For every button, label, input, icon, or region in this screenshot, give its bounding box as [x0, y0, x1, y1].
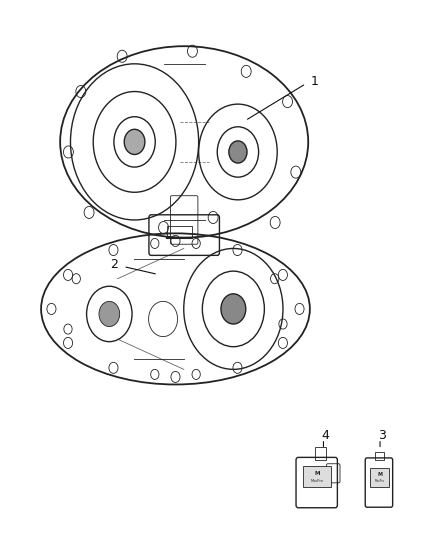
Circle shape — [99, 301, 120, 327]
Bar — [315, 447, 325, 460]
Circle shape — [221, 294, 246, 324]
Circle shape — [124, 130, 145, 155]
Bar — [375, 452, 384, 460]
Text: M: M — [314, 471, 320, 476]
Text: 2: 2 — [111, 259, 119, 271]
Text: MaxPro: MaxPro — [311, 479, 323, 483]
Circle shape — [229, 141, 247, 163]
Text: 1: 1 — [311, 76, 319, 88]
Text: M: M — [378, 472, 382, 477]
Text: 4: 4 — [321, 429, 329, 442]
Text: 3: 3 — [378, 429, 386, 442]
Bar — [303, 466, 331, 487]
Bar — [167, 226, 192, 238]
Text: MaxPro: MaxPro — [375, 479, 385, 483]
Bar — [370, 468, 389, 487]
